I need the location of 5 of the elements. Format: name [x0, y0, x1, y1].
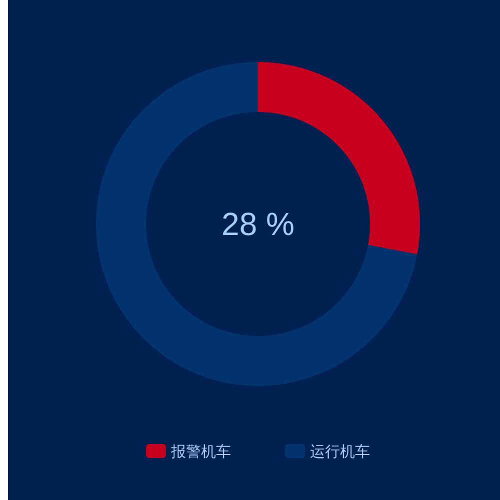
legend-label: 运行机车: [310, 442, 370, 460]
donut-slice: [96, 62, 418, 386]
donut-slice: [258, 62, 420, 254]
text: 28 %: [222, 206, 294, 242]
legend-label: 报警机车: [170, 442, 231, 460]
